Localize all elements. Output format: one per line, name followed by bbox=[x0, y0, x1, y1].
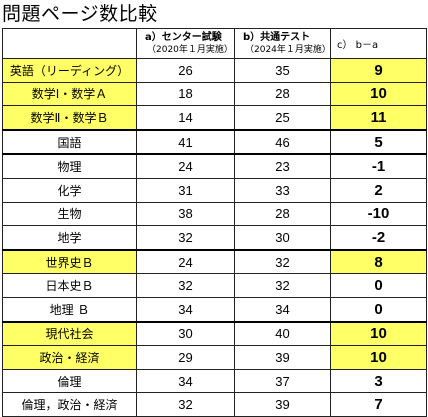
difference-cell: 11 bbox=[330, 105, 427, 131]
difference-cell: 5 bbox=[330, 128, 427, 155]
value-a-cell: 34 bbox=[136, 368, 235, 394]
header-col-b-label: b）共通テスト bbox=[243, 31, 311, 43]
value-a-cell: 24 bbox=[136, 153, 235, 179]
subject-cell: 化学 bbox=[2, 177, 137, 203]
header-col-c: c） b－a bbox=[330, 28, 427, 59]
value-b-cell: 32 bbox=[234, 248, 331, 275]
value-b-cell: 33 bbox=[234, 177, 331, 203]
difference-cell: 7 bbox=[330, 392, 427, 417]
value-b-cell: 37 bbox=[234, 368, 331, 394]
value-a-cell: 14 bbox=[136, 105, 235, 131]
value-a-cell: 30 bbox=[136, 320, 235, 347]
subject-cell: 現代社会 bbox=[2, 320, 137, 347]
table-row: 生物 38 28 -10 bbox=[2, 201, 427, 227]
value-a-cell: 41 bbox=[136, 128, 235, 155]
value-b-cell: 39 bbox=[234, 392, 331, 417]
difference-cell: 10 bbox=[330, 320, 427, 347]
table-row: 地学 32 30 -2 bbox=[2, 225, 427, 251]
subject-cell: 政治・経済 bbox=[2, 345, 137, 370]
value-a-cell: 29 bbox=[136, 345, 235, 370]
value-a-cell: 34 bbox=[136, 296, 235, 323]
table-row: 英語（リーディング） 26 35 9 bbox=[2, 58, 427, 83]
value-a-cell: 32 bbox=[136, 225, 235, 251]
value-b-cell: 40 bbox=[234, 320, 331, 347]
table-row: 数学Ⅱ・数学Ｂ 14 25 11 bbox=[2, 105, 427, 131]
table-body: 英語（リーディング） 26 35 9 数学Ⅰ・数学Ａ 18 28 10 数学Ⅱ・数学Ｂ 14 25 1… bbox=[2, 58, 427, 417]
value-a-cell: 26 bbox=[136, 58, 235, 83]
subject-cell: 世界史Ｂ bbox=[2, 248, 137, 275]
subject-cell: 物理 bbox=[2, 153, 137, 179]
header-subject-cell bbox=[2, 28, 137, 59]
table-row: 日本史Ｂ 32 32 0 bbox=[2, 273, 427, 298]
subject-cell: 数学Ⅱ・数学Ｂ bbox=[2, 105, 137, 131]
value-a-cell: 18 bbox=[136, 81, 235, 107]
page-count-comparison-table: a）センター試験 （2020年１月実施） b）共通テスト （2024年１月実施）… bbox=[2, 28, 427, 417]
subject-cell: 地理 Ｂ bbox=[2, 296, 137, 323]
value-b-cell: 25 bbox=[234, 105, 331, 131]
difference-cell: -10 bbox=[330, 201, 427, 227]
header-col-a-date: （2020年１月実施） bbox=[147, 44, 233, 55]
subject-cell: 国語 bbox=[2, 128, 137, 155]
difference-cell: 10 bbox=[330, 81, 427, 107]
subject-cell: 英語（リーディング） bbox=[2, 58, 137, 83]
table-row: 化学 31 33 2 bbox=[2, 177, 427, 203]
page-title: 問題ページ数比較 bbox=[2, 3, 158, 25]
header-col-b-date: （2024年１月実施） bbox=[245, 44, 331, 55]
subject-cell: 倫理，政治・経済 bbox=[2, 392, 137, 417]
difference-cell: 0 bbox=[330, 273, 427, 298]
subject-cell: 生物 bbox=[2, 201, 137, 227]
subject-cell: 数学Ⅰ・数学Ａ bbox=[2, 81, 137, 107]
value-b-cell: 28 bbox=[234, 81, 331, 107]
difference-cell: -1 bbox=[330, 153, 427, 179]
difference-cell: 0 bbox=[330, 296, 427, 323]
header-col-a-label: a）センター試験 bbox=[145, 31, 222, 43]
table-row: 国語 41 46 5 bbox=[2, 128, 427, 155]
table-header-row: a）センター試験 （2020年１月実施） b）共通テスト （2024年１月実施）… bbox=[2, 28, 427, 59]
difference-cell: 2 bbox=[330, 177, 427, 203]
value-b-cell: 28 bbox=[234, 201, 331, 227]
header-col-a: a）センター試験 （2020年１月実施） bbox=[136, 28, 235, 59]
value-a-cell: 31 bbox=[136, 177, 235, 203]
value-b-cell: 30 bbox=[234, 225, 331, 251]
value-b-cell: 46 bbox=[234, 128, 331, 155]
table-row: 地理 Ｂ 34 34 0 bbox=[2, 296, 427, 323]
table-row: 数学Ⅰ・数学Ａ 18 28 10 bbox=[2, 81, 427, 107]
table-row: 世界史Ｂ 24 32 8 bbox=[2, 248, 427, 275]
value-b-cell: 35 bbox=[234, 58, 331, 83]
value-b-cell: 23 bbox=[234, 153, 331, 179]
difference-cell: 9 bbox=[330, 58, 427, 83]
value-a-cell: 32 bbox=[136, 392, 235, 417]
difference-cell: 3 bbox=[330, 368, 427, 394]
difference-cell: -2 bbox=[330, 225, 427, 251]
subject-cell: 倫理 bbox=[2, 368, 137, 394]
value-b-cell: 39 bbox=[234, 345, 331, 370]
table-row: 倫理，政治・経済 32 39 7 bbox=[2, 392, 427, 417]
table-row: 政治・経済 29 39 10 bbox=[2, 345, 427, 370]
difference-cell: 8 bbox=[330, 248, 427, 275]
table-row: 現代社会 30 40 10 bbox=[2, 320, 427, 347]
value-a-cell: 38 bbox=[136, 201, 235, 227]
subject-cell: 日本史Ｂ bbox=[2, 273, 137, 298]
subject-cell: 地学 bbox=[2, 225, 137, 251]
value-a-cell: 32 bbox=[136, 273, 235, 298]
value-b-cell: 34 bbox=[234, 296, 331, 323]
table-row: 倫理 34 37 3 bbox=[2, 368, 427, 394]
difference-cell: 10 bbox=[330, 345, 427, 370]
table-row: 物理 24 23 -1 bbox=[2, 153, 427, 179]
value-a-cell: 24 bbox=[136, 248, 235, 275]
header-col-b: b）共通テスト （2024年１月実施） bbox=[234, 28, 331, 59]
value-b-cell: 32 bbox=[234, 273, 331, 298]
